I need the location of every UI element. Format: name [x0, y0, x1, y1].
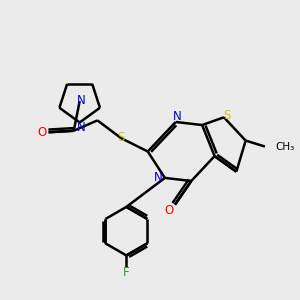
Text: N: N — [77, 94, 85, 107]
Text: F: F — [123, 266, 130, 279]
Text: O: O — [38, 126, 47, 139]
Text: S: S — [117, 131, 124, 144]
Text: O: O — [164, 203, 174, 217]
Text: N: N — [173, 110, 182, 123]
Text: CH₃: CH₃ — [275, 142, 295, 152]
Text: N: N — [77, 121, 85, 134]
Text: N: N — [154, 171, 163, 184]
Text: S: S — [223, 109, 230, 122]
